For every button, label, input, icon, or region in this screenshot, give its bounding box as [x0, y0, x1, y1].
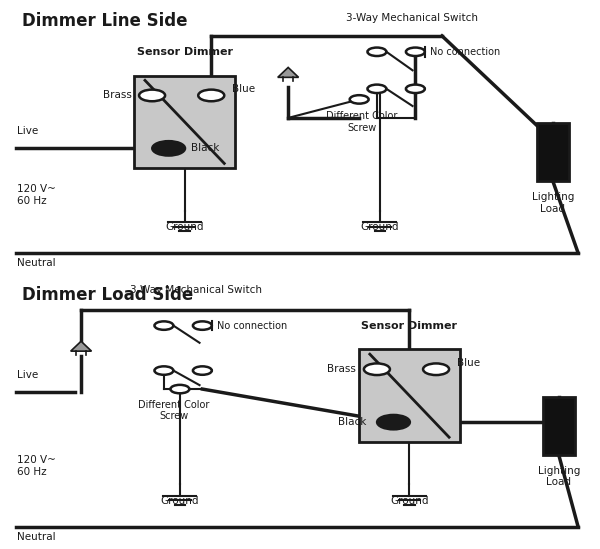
Text: Different Color
Screw: Different Color Screw [138, 400, 209, 421]
Text: Live: Live [17, 126, 38, 137]
Circle shape [423, 363, 449, 375]
Circle shape [377, 414, 410, 429]
FancyBboxPatch shape [536, 123, 569, 181]
Text: Ground: Ground [390, 496, 429, 506]
Polygon shape [71, 341, 91, 351]
Circle shape [367, 85, 386, 93]
Circle shape [364, 363, 390, 375]
Text: Neutral: Neutral [17, 258, 56, 268]
Circle shape [367, 48, 386, 56]
Text: Black: Black [191, 143, 220, 153]
Text: 3-Way Mechanical Switch: 3-Way Mechanical Switch [346, 13, 478, 23]
Circle shape [170, 385, 190, 393]
Text: Live: Live [17, 370, 38, 380]
Circle shape [152, 141, 185, 156]
Text: Neutral: Neutral [17, 532, 56, 542]
Text: Blue: Blue [457, 357, 480, 368]
Circle shape [198, 89, 224, 101]
Text: Ground: Ground [361, 222, 399, 232]
Text: 120 V~
60 Hz: 120 V~ 60 Hz [17, 455, 56, 477]
Polygon shape [278, 68, 299, 77]
Text: Black: Black [338, 417, 367, 427]
Text: Brass: Brass [103, 91, 131, 100]
Circle shape [139, 89, 165, 101]
FancyBboxPatch shape [359, 349, 460, 442]
Text: Dimmer Line Side: Dimmer Line Side [22, 12, 187, 30]
Circle shape [406, 48, 425, 56]
Text: Lighting
Load: Lighting Load [532, 192, 574, 214]
Circle shape [406, 85, 425, 93]
Text: Dimmer Load Side: Dimmer Load Side [22, 286, 193, 304]
Text: No connection: No connection [430, 47, 500, 57]
FancyBboxPatch shape [542, 397, 575, 455]
Circle shape [350, 95, 368, 104]
Text: Lighting
Load: Lighting Load [538, 466, 580, 488]
Circle shape [193, 321, 212, 330]
Text: 3-Way Mechanical Switch: 3-Way Mechanical Switch [130, 285, 262, 295]
Text: Ground: Ground [161, 496, 199, 506]
Text: No connection: No connection [217, 321, 287, 330]
Circle shape [154, 321, 173, 330]
Text: Sensor Dimmer: Sensor Dimmer [361, 321, 457, 331]
Text: 120 V~
60 Hz: 120 V~ 60 Hz [17, 184, 56, 206]
Text: Brass: Brass [328, 364, 356, 374]
Text: Blue: Blue [232, 84, 255, 94]
Text: Different Color
Screw: Different Color Screw [326, 111, 398, 133]
Circle shape [154, 366, 173, 375]
FancyBboxPatch shape [134, 76, 235, 168]
Text: Ground: Ground [166, 222, 204, 232]
Circle shape [193, 366, 212, 375]
Text: Sensor Dimmer: Sensor Dimmer [137, 47, 233, 57]
